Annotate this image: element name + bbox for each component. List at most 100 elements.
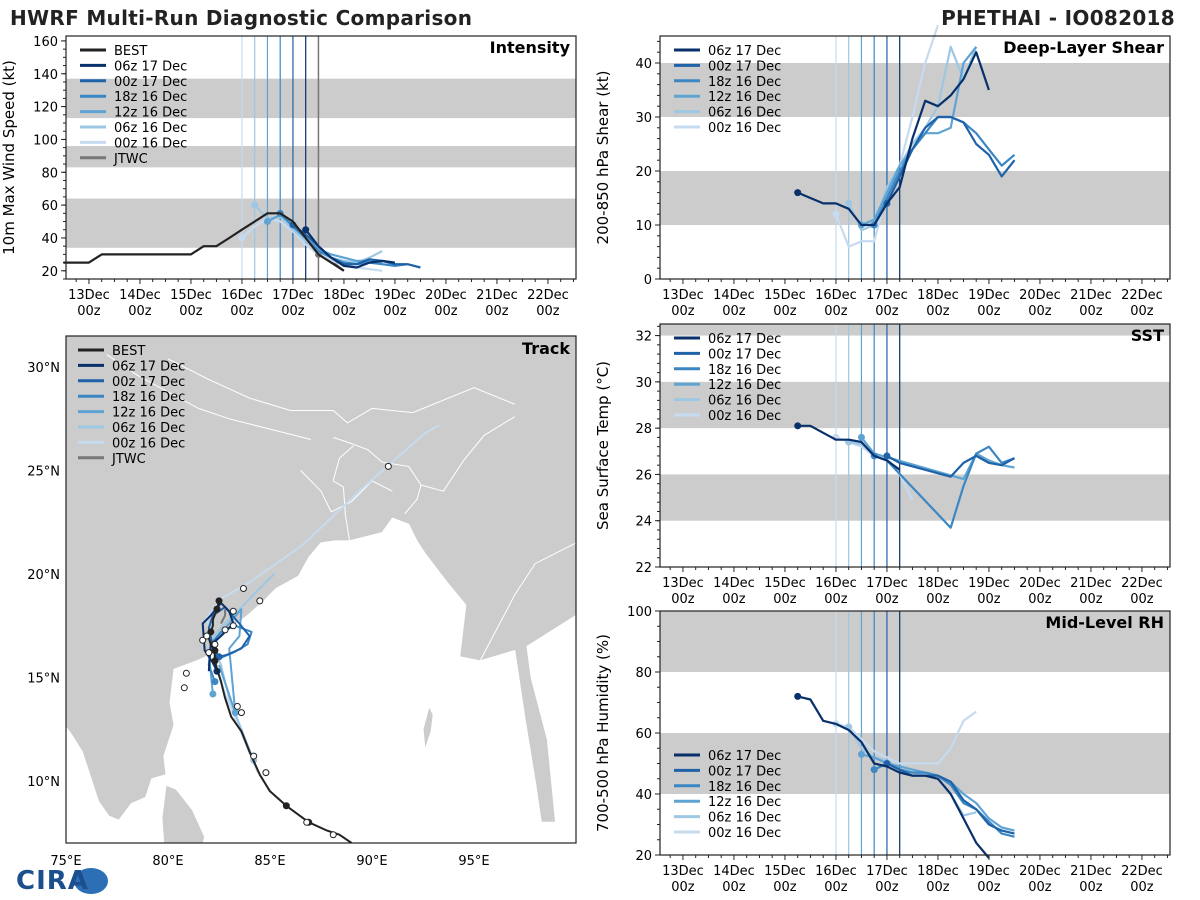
legend-label: 18z 16 Dec	[112, 390, 185, 405]
x-tick-label: 17Dec	[866, 576, 908, 591]
legend-label: JTWC	[113, 152, 148, 167]
legend-label: 06z 16 Dec	[114, 121, 187, 136]
x-tick-label: 13Dec	[662, 576, 704, 591]
border-line	[106, 354, 311, 440]
legend-label: 06z 17 Dec	[112, 359, 185, 374]
x-tick-label: 00z	[722, 592, 746, 607]
x-tick-label: 18Dec	[323, 288, 365, 303]
x-tick-label: 00z	[773, 592, 797, 607]
legend-label: 00z 16 Dec	[708, 409, 781, 424]
legend-label: JTWC	[111, 452, 146, 467]
x-tick-label: 19Dec	[968, 864, 1010, 879]
y-tick-label: 20	[635, 849, 652, 864]
y-tick-label: 120	[33, 101, 58, 116]
init-point	[302, 226, 310, 234]
x-tick-label: 00z	[926, 592, 950, 607]
series-line	[835, 710, 977, 765]
x-tick-label: 00z	[671, 880, 695, 895]
track-point	[209, 690, 217, 698]
cira-logo: CIRA	[6, 866, 108, 898]
track-marker	[180, 684, 188, 692]
x-tick-label: 00z	[1028, 592, 1052, 607]
shade-band	[660, 171, 1170, 225]
track-marker	[237, 709, 245, 717]
shade-band	[66, 198, 576, 248]
x-tick-label: 20Dec	[425, 288, 467, 303]
x-tick-label: 22Dec	[527, 288, 569, 303]
x-tick-label: 00z	[1028, 304, 1052, 319]
legend-label: 06z 16 Dec	[708, 394, 781, 409]
x-tick-label: 00z	[1028, 880, 1052, 895]
y-axis-label: Sea Surface Temp (°C)	[594, 361, 612, 530]
land-area	[422, 704, 434, 751]
x-tick-label: 16Dec	[221, 288, 263, 303]
legend-label: 12z 16 Dec	[114, 106, 187, 121]
x-tick-label: 00z	[77, 304, 101, 319]
logo-text: CIRA	[16, 866, 89, 896]
x-tick-label: 13Dec	[662, 288, 704, 303]
x-tick-label: 22Dec	[1121, 864, 1163, 879]
x-tick-label: 00z	[536, 304, 560, 319]
chart-title: Track	[522, 339, 570, 358]
x-tick-label: 17Dec	[272, 288, 314, 303]
chart-title: Deep-Layer Shear	[1003, 38, 1164, 57]
track-marker	[205, 649, 213, 657]
series-line	[873, 445, 1015, 529]
x-tick-label: 00z	[722, 304, 746, 319]
y-tick-label: 140	[33, 68, 58, 83]
x-tick-label: 00z	[773, 304, 797, 319]
x-tick-label: 00z	[875, 880, 899, 895]
x-tick-label: 00z	[926, 304, 950, 319]
init-point	[883, 452, 891, 460]
x-tick-label: 00z	[977, 880, 1001, 895]
x-tick-label: 13Dec	[68, 288, 110, 303]
x-tick-label: 00z	[332, 304, 356, 319]
x-tick-label: 00z	[671, 304, 695, 319]
series-line	[797, 695, 990, 859]
shade-band	[660, 381, 1170, 429]
border-line	[330, 480, 393, 513]
y-axis-label: 700-500 hPa Humidity (%)	[594, 634, 612, 832]
legend-label: 06z 17 Dec	[708, 44, 781, 59]
x-tick-label: 00z	[926, 880, 950, 895]
legend-label: 06z 17 Dec	[114, 59, 187, 74]
x-tick-label: 00z	[824, 592, 848, 607]
legend-label: 00z 16 Dec	[708, 121, 781, 136]
axes-frame	[659, 35, 1171, 280]
init-point	[251, 201, 259, 209]
track-map	[66, 336, 576, 843]
y-tick-label: 40	[41, 232, 58, 247]
x-tick-label: 13Dec	[662, 864, 704, 879]
x-tick-label: 17Dec	[866, 288, 908, 303]
x-tick-label: 21Dec	[1070, 288, 1112, 303]
x-tick-label: 00z	[1079, 880, 1103, 895]
border-line	[420, 416, 516, 492]
y-tick-label: 30	[635, 111, 652, 126]
y-tick-label: 24	[635, 515, 652, 530]
init-point	[238, 234, 246, 242]
track-point	[211, 657, 219, 665]
track-marker	[203, 632, 211, 640]
x-tick-label: 14Dec	[713, 576, 755, 591]
track-point	[211, 678, 219, 686]
y-tick-label: 80	[41, 166, 58, 181]
y-axis-label: 200-850 hPa Shear (kt)	[594, 71, 612, 245]
y-tick-label: 100	[627, 605, 652, 620]
track-point	[215, 597, 223, 605]
x-tick-label: 16Dec	[815, 864, 857, 879]
x-tick-label: 20Dec	[1019, 864, 1061, 879]
track-point	[282, 802, 290, 810]
x-tick-label: 14Dec	[119, 288, 161, 303]
shade-band	[660, 324, 1170, 336]
x-tick-label: 00z	[128, 304, 152, 319]
y-tick-label: 40	[635, 57, 652, 72]
x-tick-label: 00z	[434, 304, 458, 319]
x-tick-label: 19Dec	[968, 288, 1010, 303]
y-tick-label: 30	[635, 376, 652, 391]
x-tick-label: 90°E	[356, 854, 387, 869]
chart-intensity: 2040608010012014016013Dec00z14Dec00z15De…	[0, 35, 577, 319]
y-tick-label: 160	[33, 35, 58, 50]
legend-label: 06z 16 Dec	[708, 106, 781, 121]
y-tick-label: 100	[33, 133, 58, 148]
x-tick-label: 00z	[1079, 592, 1103, 607]
